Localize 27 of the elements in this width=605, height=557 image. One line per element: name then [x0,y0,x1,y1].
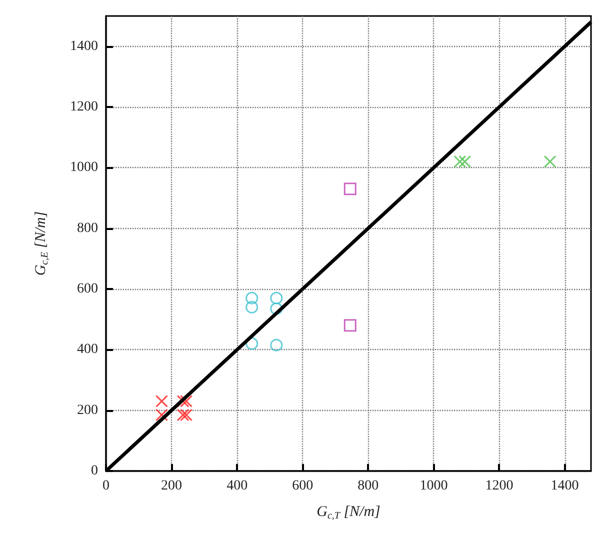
x-tick-label: 800 [358,478,379,494]
point [270,292,283,304]
point [344,319,356,332]
point [454,155,466,168]
x-tick-label: 200 [161,478,182,494]
point [246,292,258,304]
point [270,302,283,315]
point [270,338,283,352]
point [458,155,472,168]
x-tick-label: 1400 [550,478,579,494]
y-tick-label: 1000 [70,160,98,176]
y-tick-label: 0 [91,464,98,478]
y-tick-label: 800 [77,220,98,236]
point [344,182,356,196]
x-tick-label: 1200 [485,478,514,494]
y-tick-label: 600 [77,282,98,296]
x-tick-label: 400 [226,478,248,494]
y-tick-label: 200 [77,402,98,418]
y-axis-title: Gc,E [N/m] [33,211,50,276]
point [246,300,258,314]
x-tick-label: 600 [292,478,314,494]
y-tick-label: 1400 [70,38,98,54]
x-tick-label: 1000 [420,478,448,494]
x-tick-label: 0 [102,478,110,494]
y-tick-label: 1200 [70,100,98,114]
y-tick-label: 400 [77,342,98,358]
point [544,155,556,168]
